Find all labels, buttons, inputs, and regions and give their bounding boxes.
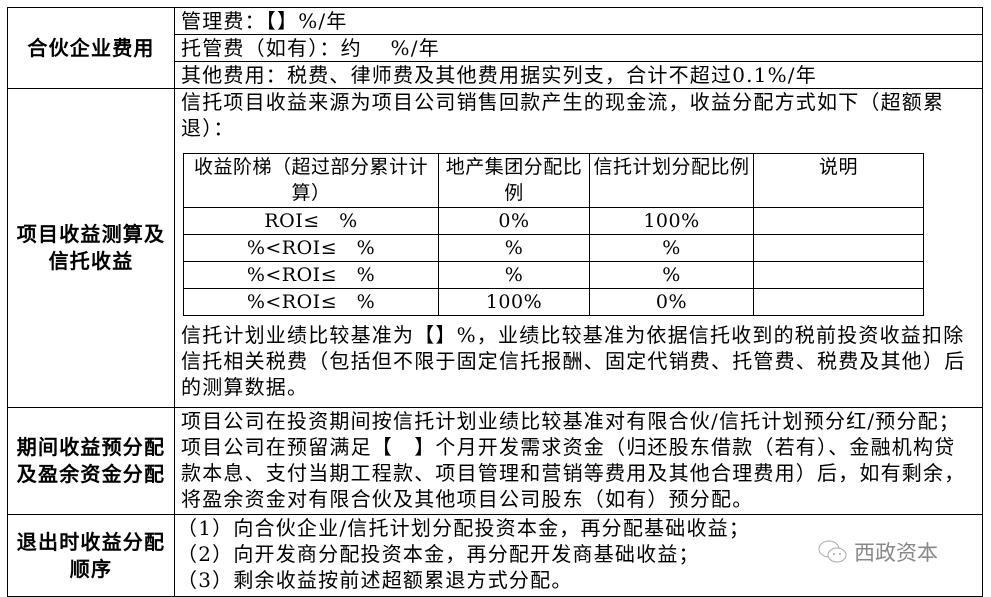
- header-developer-ratio: 地产集团分配比例: [438, 153, 590, 208]
- tier-row: %<ROI≤ % 100% 0%: [183, 288, 924, 316]
- trust-ratio: 100%: [589, 207, 754, 235]
- tier-range: %<ROI≤ %: [183, 288, 439, 316]
- trust-ratio: %: [589, 261, 754, 289]
- return-calc-cell: 信托项目收益来源为项目公司销售回款产生的现金流，收益分配方式如下（超额累退）： …: [174, 88, 983, 408]
- tier-range: %<ROI≤ %: [183, 261, 439, 289]
- wechat-icon: [818, 540, 847, 563]
- watermark-text: 西政资本: [854, 541, 938, 565]
- row-label-interim-distribution: 期间收益预分配及盈余资金分配: [7, 407, 175, 515]
- benchmark-note: 信托计划业绩比较基准为【】%，业绩比较基准为依据信托收到的税前投资收益扣除信托相…: [181, 323, 966, 399]
- tier-note: [753, 234, 924, 262]
- developer-ratio: 100%: [438, 288, 590, 316]
- tier-row: ROI≤ % 0% 100%: [183, 207, 924, 235]
- exit-step: （2）向开发商分配投资本金，再分配开发商基础收益；: [177, 542, 700, 566]
- tier-table: 收益阶梯（超过部分累计计算） 地产集团分配比例 信托计划分配比例 说明 ROI≤…: [183, 153, 924, 316]
- header-trust-ratio: 信托计划分配比例: [589, 153, 754, 208]
- developer-ratio: %: [438, 261, 590, 289]
- trust-ratio: %: [589, 234, 754, 262]
- trust-ratio: 0%: [589, 288, 754, 316]
- other-fees: 其他费用：税费、律师费及其他费用据实列支，合计不超过0.1%/年: [174, 61, 983, 89]
- tier-note: [753, 261, 924, 289]
- watermark: 西政资本: [818, 537, 938, 567]
- developer-ratio: 0%: [438, 207, 590, 235]
- tier-range: ROI≤ %: [183, 207, 439, 235]
- tier-range: %<ROI≤ %: [183, 234, 439, 262]
- exit-step: （3）剩余收益按前述超额累退方式分配。: [177, 568, 573, 592]
- row-label-partnership-fees: 合伙企业费用: [7, 7, 175, 89]
- tier-note: [753, 207, 924, 235]
- fund-terms-table: 合伙企业费用 管理费：【】%/年 托管费（如有）：约 %/年 其他费用：税费、律…: [7, 7, 983, 597]
- management-fee: 管理费：【】%/年: [174, 7, 983, 35]
- tier-row: %<ROI≤ %%%: [183, 261, 924, 289]
- header-notes: 说明: [753, 153, 924, 208]
- row-label-return-calc: 项目收益测算及信托收益: [7, 88, 175, 408]
- tier-note: [753, 288, 924, 316]
- tier-row: %<ROI≤ %%%: [183, 234, 924, 262]
- return-intro: 信托项目收益来源为项目公司销售回款产生的现金流，收益分配方式如下（超额累退）：: [181, 90, 945, 140]
- row-label-exit-order: 退出时收益分配顺序: [7, 514, 175, 597]
- interim-distribution-text: 项目公司在投资期间按信托计划业绩比较基准对有限合伙/信托计划预分红/预分配；项目…: [174, 407, 983, 515]
- header-tier: 收益阶梯（超过部分累计计算）: [183, 153, 439, 208]
- custody-fee: 托管费（如有）：约 %/年: [174, 34, 983, 62]
- exit-order-cell: （1）向合伙企业/信托计划分配投资本金，再分配基础收益； （2）向开发商分配投资…: [174, 514, 983, 597]
- exit-step: （1）向合伙企业/信托计划分配投资本金，再分配基础收益；: [177, 516, 751, 540]
- developer-ratio: %: [438, 234, 590, 262]
